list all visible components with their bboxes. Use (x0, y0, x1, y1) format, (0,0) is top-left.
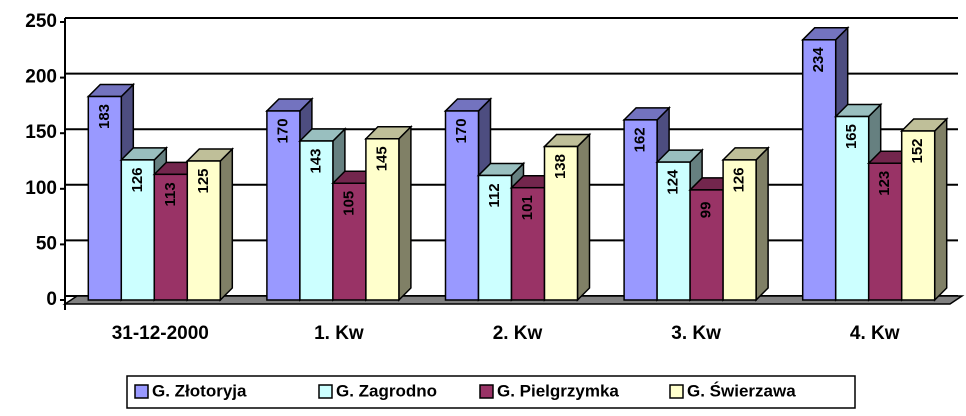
y-tick-label: 150 (25, 122, 57, 143)
x-tick-label: 2. Kw (493, 323, 543, 344)
value-label: 138 (552, 154, 569, 179)
y-tick-label: 0 (46, 289, 57, 310)
legend-swatch (134, 384, 149, 399)
value-label: 99 (698, 202, 715, 219)
bar (185, 147, 235, 302)
value-label: 170 (274, 118, 291, 143)
bar-front (543, 145, 579, 301)
bar-front (867, 162, 903, 301)
bar-front (332, 182, 367, 301)
value-label: 234 (810, 47, 827, 73)
bar (542, 132, 592, 302)
y-tick-label: 100 (25, 178, 57, 199)
bar-front (153, 173, 189, 301)
bar-front (623, 119, 658, 301)
value-label: 123 (876, 171, 893, 196)
value-label: 101 (519, 195, 536, 220)
bar-front (900, 130, 936, 301)
value-label: 162 (632, 127, 649, 152)
value-label: 105 (340, 191, 357, 216)
legend-label: G. Złotoryja (152, 381, 247, 400)
bar-front (689, 189, 724, 301)
value-label: 113 (162, 182, 179, 206)
bar-front (801, 39, 837, 301)
legend-swatch (318, 384, 333, 399)
legend-label: G. Pielgrzymka (497, 381, 619, 400)
bar-side (398, 124, 412, 302)
x-tick-label: 1. Kw (314, 323, 364, 344)
bar-front (120, 159, 156, 301)
bar-front (186, 160, 222, 301)
bar-front (365, 138, 400, 301)
bar-front (266, 110, 301, 301)
value-label: 112 (486, 183, 503, 207)
bar (899, 117, 949, 302)
x-tick-label: 31-12-2000 (112, 323, 209, 344)
x-tick-label: 3. Kw (671, 323, 721, 344)
bar-front (477, 174, 513, 301)
bar-side (576, 132, 591, 302)
bar-side (219, 147, 234, 302)
bar (364, 124, 413, 302)
value-label: 170 (453, 118, 470, 143)
y-tick-label: 200 (25, 67, 57, 88)
bar (721, 146, 770, 302)
legend-label: G. Świerzawa (687, 381, 796, 400)
value-label: 183 (96, 104, 113, 129)
legend-label: G. Zagrodno (336, 381, 437, 400)
bar-front (834, 115, 870, 301)
value-label: 124 (665, 169, 682, 195)
bar-front (299, 140, 334, 301)
value-label: 126 (731, 167, 748, 192)
bar-front (722, 159, 757, 301)
value-label: 143 (307, 148, 324, 173)
bar-front (444, 110, 480, 301)
value-label: 125 (195, 168, 212, 193)
legend-swatch (479, 384, 494, 399)
value-label: 165 (843, 124, 860, 149)
legend-swatch (669, 384, 684, 399)
bar-front (510, 186, 546, 301)
bar-side (755, 146, 769, 302)
bar-side (933, 117, 948, 302)
y-tick-label: 250 (25, 11, 57, 32)
value-label: 145 (373, 146, 390, 171)
value-label: 126 (129, 167, 146, 192)
y-tick-label: 50 (36, 233, 57, 254)
value-label: 152 (909, 138, 926, 163)
x-tick-label: 4. Kw (850, 323, 900, 344)
